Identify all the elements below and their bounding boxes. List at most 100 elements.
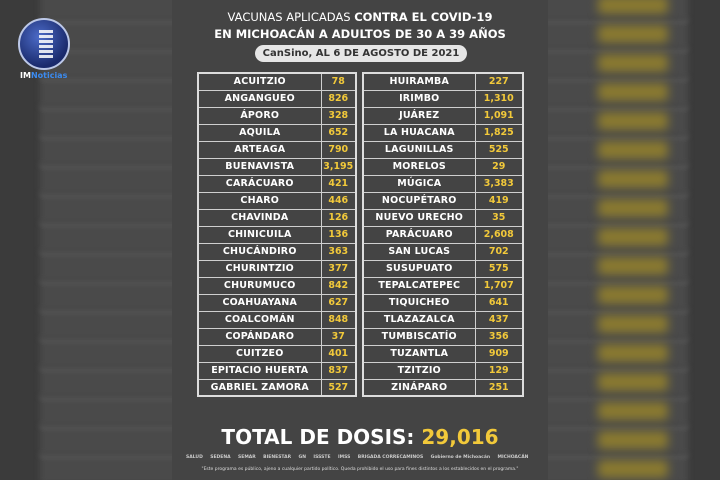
- blurred-row: [40, 164, 172, 194]
- dose-count: 437: [474, 310, 524, 329]
- blurred-row: [40, 251, 172, 281]
- blurred-value: [598, 170, 668, 188]
- table-row: CHUCÁNDIRO 363: [197, 242, 357, 261]
- table-row: ACUITZIO 78: [197, 72, 357, 91]
- dose-count: 527: [320, 378, 357, 397]
- municipality-name: AQUILA: [197, 123, 322, 142]
- blurred-row: [40, 454, 172, 480]
- table-row: CUITZEO 401: [197, 344, 357, 363]
- municipality-name: ACUITZIO: [197, 72, 322, 91]
- sponsor-logo: Gobierno de Michoacán: [430, 455, 491, 460]
- blurred-row: [40, 77, 172, 107]
- table-row: MÚGICA 3,383: [362, 174, 524, 193]
- dose-count: 377: [320, 259, 357, 278]
- municipality-name: CARÁCUARO: [197, 174, 322, 193]
- sponsor-logo: SEDENA: [210, 455, 231, 460]
- blurred-row: [40, 338, 172, 368]
- municipality-name: CHURUMUCO: [197, 276, 322, 295]
- dose-count: 35: [474, 208, 524, 227]
- dose-count: 627: [320, 293, 357, 312]
- blurred-value: [598, 315, 668, 333]
- dose-count: 78: [320, 72, 357, 91]
- dose-count: 1,707: [474, 276, 524, 295]
- dose-count: 3,383: [474, 174, 524, 193]
- blurred-row: [40, 222, 172, 252]
- dose-count: 227: [474, 72, 524, 91]
- municipality-name: TEPALCATEPEC: [362, 276, 476, 295]
- blurred-value: [598, 286, 668, 304]
- dose-count: 1,825: [474, 123, 524, 142]
- blurred-value: [598, 402, 668, 420]
- blurred-value: [598, 25, 668, 43]
- blurred-row: [40, 280, 172, 310]
- municipality-name: ZINÁPARO: [362, 378, 476, 397]
- table-row: TUZANTLA 909: [362, 344, 524, 363]
- infographic-panel: VACUNAS APLICADAS CONTRA EL COVID-19 EN …: [172, 0, 548, 480]
- municipality-name: COALCOMÁN: [197, 310, 322, 329]
- sponsor-logo: MICHOACÁN: [497, 455, 529, 460]
- dose-count: 1,310: [474, 89, 524, 108]
- blurred-value: [598, 54, 668, 72]
- brand-im: IM: [20, 71, 31, 80]
- municipality-name: ÁPORO: [197, 106, 322, 125]
- municipality-name: NOCUPÉTARO: [362, 191, 476, 210]
- municipality-name: TIQUICHEO: [362, 293, 476, 312]
- municipality-name: JUÁREZ: [362, 106, 476, 125]
- municipality-name: CUITZEO: [197, 344, 322, 363]
- blurred-value: [598, 83, 668, 101]
- imnoticias-logo: [18, 18, 70, 70]
- blurred-value: [598, 0, 668, 14]
- right-municipality-table: HUIRAMBA 227 IRIMBO 1,310 JUÁREZ 1,091 LA HUAC…: [362, 72, 524, 397]
- municipality-name: CHAVINDA: [197, 208, 322, 227]
- municipality-name: NUEVO URECHO: [362, 208, 476, 227]
- title-line1-bold: CONTRA EL COVID-19: [354, 10, 493, 24]
- dose-count: 421: [320, 174, 357, 193]
- dose-count: 575: [474, 259, 524, 278]
- municipality-name: COPÁNDARO: [197, 327, 322, 346]
- municipality-name: MORELOS: [362, 157, 476, 176]
- blurred-value: [598, 431, 668, 449]
- dose-count: 29: [474, 157, 524, 176]
- blurred-row: [40, 193, 172, 223]
- dose-count: 328: [320, 106, 357, 125]
- sponsor-logo: IMSS: [337, 455, 351, 460]
- blurred-value: [598, 373, 668, 391]
- table-row: BUENAVISTA 3,195: [197, 157, 357, 176]
- table-row: COALCOMÁN 848: [197, 310, 357, 329]
- total-label: TOTAL DE DOSIS:: [221, 425, 422, 449]
- municipality-name: CHINICUILA: [197, 225, 322, 244]
- table-row: PARÁCUARO 2,608: [362, 225, 524, 244]
- municipality-name: CHUCÁNDIRO: [197, 242, 322, 261]
- sponsor-logo: BRIGADA CORRECAMINOS: [357, 455, 424, 460]
- dose-count: 652: [320, 123, 357, 142]
- municipality-name: TZITZIO: [362, 361, 476, 380]
- table-row: SUSUPUATO 575: [362, 259, 524, 278]
- table-row: IRIMBO 1,310: [362, 89, 524, 108]
- blurred-value: [598, 257, 668, 275]
- table-row: GABRIEL ZAMORA 527: [197, 378, 357, 397]
- disclaimer: "Este programa es público, ajeno a cualq…: [201, 467, 519, 472]
- blurred-value: [598, 344, 668, 362]
- dose-count: 419: [474, 191, 524, 210]
- sponsor-logo: SEMAR: [238, 455, 256, 460]
- table-row: HUIRAMBA 227: [362, 72, 524, 91]
- blurred-row: [40, 309, 172, 339]
- dose-count: 126: [320, 208, 357, 227]
- dose-count: 136: [320, 225, 357, 244]
- municipality-name: ANGANGUEO: [197, 89, 322, 108]
- table-row: ARTEAGA 790: [197, 140, 357, 159]
- brand-noticias: Noticias: [30, 71, 68, 80]
- dose-count: 1,091: [474, 106, 524, 125]
- municipality-name: CHARO: [197, 191, 322, 210]
- blurred-value: [598, 141, 668, 159]
- dose-count: 2,608: [474, 225, 524, 244]
- table-row: TZITZIO 129: [362, 361, 524, 380]
- dose-count: 401: [320, 344, 357, 363]
- left-municipality-table: ACUITZIO 78 ANGANGUEO 826 ÁPORO 328 AQUILA 652 A…: [197, 72, 357, 397]
- sponsor-logo: GN: [298, 455, 306, 460]
- municipality-name: GABRIEL ZAMORA: [197, 378, 322, 397]
- blurred-row: [40, 106, 172, 136]
- dose-count: 446: [320, 191, 357, 210]
- municipality-name: SAN LUCAS: [362, 242, 476, 261]
- table-row: TIQUICHEO 641: [362, 293, 524, 312]
